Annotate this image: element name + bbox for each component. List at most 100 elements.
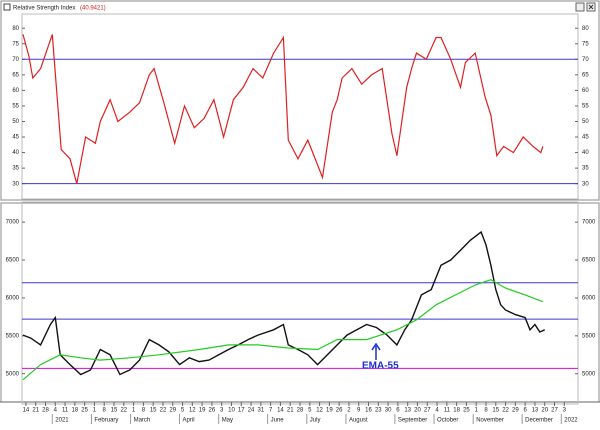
- series-line: [22, 230, 545, 376]
- x-tick-label: 10: [228, 408, 235, 414]
- y-tick-label: 65: [12, 72, 19, 78]
- month-label: 2021: [55, 418, 69, 424]
- x-tick-label: 13: [532, 408, 539, 414]
- x-tick-label: 17: [238, 408, 245, 414]
- y-tick-label: 35: [12, 166, 19, 172]
- x-tick-label: 22: [120, 408, 127, 414]
- y-tick-label-right: 5500: [582, 333, 596, 339]
- x-tick-label: 21: [287, 408, 294, 414]
- y-tick-label: 40: [12, 150, 19, 156]
- y-tick-label: 55: [12, 104, 19, 110]
- month-label: April: [183, 418, 195, 424]
- x-tick-label: 8: [103, 408, 107, 414]
- x-tick-label: 12: [189, 408, 196, 414]
- y-tick-label: 5000: [6, 371, 20, 377]
- x-tick-label: 29: [512, 408, 519, 414]
- x-tick-label: 25: [463, 408, 470, 414]
- x-tick-label: 8: [484, 408, 488, 414]
- x-tick-label: 29: [169, 408, 176, 414]
- month-label: November: [476, 418, 504, 424]
- month-label: October: [437, 418, 458, 424]
- y-tick-label: 30: [12, 181, 19, 187]
- y-tick-label-right: 6500: [582, 258, 596, 264]
- x-tick-label: 15: [150, 408, 157, 414]
- x-tick-label: 25: [81, 408, 88, 414]
- x-tick-label: 13: [404, 408, 411, 414]
- month-label: 2022: [564, 418, 578, 424]
- x-tick-label: 28: [42, 408, 49, 414]
- x-tick-label: 14: [23, 408, 30, 414]
- y-tick-label-right: 50: [582, 119, 589, 125]
- x-tick-label: 28: [297, 408, 304, 414]
- y-tick-label: 45: [12, 135, 19, 141]
- x-tick-label: 1: [132, 408, 136, 414]
- y-tick-label-right: 75: [582, 41, 589, 47]
- maximize-button[interactable]: [575, 2, 585, 12]
- x-tick-label: 24: [248, 408, 255, 414]
- x-tick-label: 18: [72, 408, 79, 414]
- x-tick-label: 12: [316, 408, 323, 414]
- month-label: February: [94, 418, 118, 424]
- x-tick-label: 26: [336, 408, 343, 414]
- y-tick-label-right: 40: [582, 150, 589, 156]
- y-tick-label-right: 35: [582, 166, 589, 172]
- x-tick-label: 27: [551, 408, 558, 414]
- y-tick-label: 80: [12, 26, 19, 32]
- x-tick-label: 1: [93, 408, 97, 414]
- x-tick-label: 19: [199, 408, 206, 414]
- y-tick-label-right: 55: [582, 104, 589, 110]
- rsi-value: (40.9421): [80, 6, 106, 12]
- y-tick-label: 70: [12, 57, 19, 63]
- series-line: [22, 34, 544, 184]
- y-tick-label-right: 5000: [582, 371, 596, 377]
- month-label: March: [134, 418, 151, 424]
- x-tick-label: 2: [347, 408, 351, 414]
- x-tick-label: 18: [453, 408, 460, 414]
- x-tick-label: 7: [269, 408, 273, 414]
- x-tick-label: 6: [523, 408, 527, 414]
- y-tick-label-right: 45: [582, 135, 589, 141]
- y-tick-label-right: 7000: [582, 220, 596, 226]
- y-tick-label: 5500: [6, 333, 20, 339]
- x-tick-label: 6: [396, 408, 400, 414]
- y-tick-label: 50: [12, 119, 19, 125]
- x-tick-label: 23: [375, 408, 382, 414]
- annotation-arrow: [371, 342, 381, 360]
- x-tick-label: 15: [492, 408, 499, 414]
- month-label: May: [222, 418, 233, 424]
- x-tick-label: 11: [62, 408, 69, 414]
- annotation: EMA-55: [362, 361, 399, 372]
- x-tick-label: 16: [365, 408, 372, 414]
- x-tick-label: 5: [308, 408, 312, 414]
- x-tick-label: 1: [475, 408, 479, 414]
- x-tick-label: 15: [111, 408, 118, 414]
- x-tick-label: 21: [32, 408, 39, 414]
- x-tick-label: 5: [181, 408, 185, 414]
- month-label: December: [525, 418, 553, 424]
- x-tick-label: 22: [160, 408, 167, 414]
- x-tick-label: 3: [220, 408, 224, 414]
- series-line: [22, 279, 544, 381]
- panel-icon: [3, 3, 11, 11]
- y-tick-label-right: 60: [582, 88, 589, 94]
- y-tick-label: 60: [12, 88, 19, 94]
- x-tick-label: 20: [541, 408, 548, 414]
- y-tick-label-right: 65: [582, 72, 589, 78]
- x-tick-label: 30: [385, 408, 392, 414]
- month-label: July: [310, 418, 321, 424]
- x-tick-label: 4: [54, 408, 58, 414]
- y-tick-label-right: 70: [582, 57, 589, 63]
- x-tick-label: 19: [326, 408, 333, 414]
- rsi-title: Relative Strength Index: [13, 6, 75, 12]
- x-tick-label: 26: [209, 408, 216, 414]
- month-label: September: [398, 418, 427, 424]
- close-icon: [588, 4, 594, 10]
- month-label: June: [271, 418, 285, 424]
- y-tick-label: 6000: [6, 296, 20, 302]
- plot-area: [21, 13, 579, 200]
- x-tick-label: 3: [563, 408, 567, 414]
- x-tick-label: 9: [357, 408, 361, 414]
- x-tick-label: 4: [435, 408, 439, 414]
